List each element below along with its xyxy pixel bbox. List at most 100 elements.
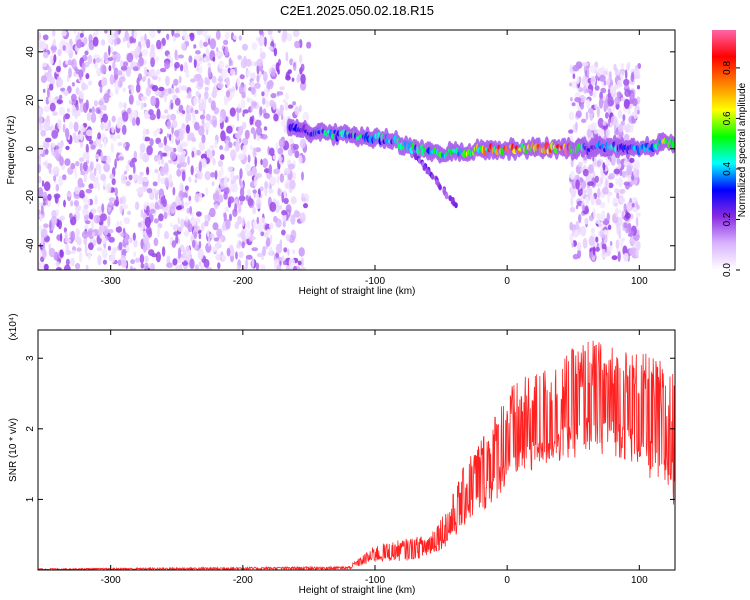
spectrogram-cell [171,120,178,129]
spectrogram-cell [631,203,635,208]
spectrogram-cell [57,76,61,81]
spectrogram-cell [600,166,604,178]
spectrogram-cell [259,47,263,53]
spectrogram-cell [241,216,245,227]
spectrogram-cell [246,96,250,103]
colorbar-ticks: 0.0 0.2 0.4 0.6 0.8 [722,61,740,277]
spectrogram-cell [190,218,197,226]
spectrogram-cell [276,91,284,96]
spectrogram-cell [133,239,138,248]
spectrogram-cell [204,121,210,130]
spectrogram-cell [277,111,284,116]
spectrogram-cell [125,180,131,187]
spectrogram-cell [273,168,280,175]
spectrogram-cell [569,170,575,180]
spectrogram-cell [243,84,247,93]
spectrogram-cell [118,241,123,251]
spectrogram-cell [75,205,82,212]
spectrogram-cell [298,155,303,165]
spectrogram-cell [142,135,146,141]
spectrogram-cell [615,178,619,186]
spectrogram-cell [93,58,96,64]
spectrogram-cell [42,88,46,93]
spectrogram-cell [184,185,189,191]
spectrogram-cell [606,77,611,87]
spectrogram-cell [588,215,594,222]
spectrogram-cell [193,231,198,239]
spectrogram-cell [212,56,216,62]
spectrogram-cell [430,173,435,180]
spectrogram-cell [614,188,620,194]
spectrogram-cell [193,44,197,49]
spectrogram-cell [599,201,606,209]
spectrogram-cell [596,106,600,118]
spectrogram-cell [284,183,291,189]
spectrogram-cell [43,201,46,206]
spectrogram-cell [128,174,133,181]
colorbar-tick-label: 0.2 [722,212,733,226]
spectrogram-cell [282,116,286,124]
spectrogram-cell [179,130,184,142]
spectrogram-cell [63,264,71,270]
spectrogram-y-tick-label: 40 [25,46,36,58]
spectrogram-cell [127,210,131,215]
spectrogram-cell [126,41,131,49]
spectrogram-cell [282,31,288,41]
spectrogram-cell [207,62,211,67]
spectrogram-cell [191,137,197,143]
spectrogram-cell [201,134,206,144]
spectrogram-cell [179,64,184,72]
spectrogram-cell [168,88,172,95]
spectrogram-cell [159,67,167,73]
snr-multiplier-label: (x10⁴) [8,313,19,340]
spectrogram-cell [581,61,589,67]
spectrogram-cell [142,243,147,253]
spectrogram-cell [236,111,240,122]
spectrogram-cell [283,167,291,175]
spectrogram-cell [161,37,166,47]
spectrogram-cell [43,122,50,132]
spectrogram-cell [572,253,579,260]
spectrogram-cell [438,184,442,191]
spectrogram-cell [143,136,151,142]
spectrogram-cell [60,87,66,92]
spectrogram-y-ticks: -40 -20 0 20 40 [25,46,675,253]
spectrogram-cell [302,111,310,123]
spectrogram-cell [125,244,131,252]
spectrogram-cell [107,88,111,99]
spectrogram-cell [193,97,197,106]
spectrogram-cell [88,211,94,220]
spectrogram-cell [88,242,94,251]
spectrogram-cell [585,111,589,121]
spectrogram-cell [256,74,260,83]
spectrogram-cell [618,230,622,240]
spectrogram-cell [244,229,251,240]
spectrogram-cell [236,265,240,270]
spectrogram-cell [152,181,158,187]
spectrogram-cell [86,129,93,137]
spectrogram-cell [575,204,579,210]
spectrogram-cell [629,180,637,185]
spectrogram-cell [225,219,231,230]
snr-panel: -300 -200 -100 0 100 1 2 3 Height of straight … [8,313,676,596]
spectrogram-cell [154,168,159,174]
spectrogram-cell [607,118,611,127]
spectrogram-cell [575,164,583,175]
spectrogram-cell [185,68,190,78]
spectrogram-cell [224,46,229,57]
spectrogram-cell [627,108,631,116]
spectrogram-cell [44,137,52,143]
spectrogram-cell [230,182,236,192]
spectrogram-cell [123,217,131,225]
spectrogram-cell [135,45,141,56]
spectrogram-cell [163,211,168,220]
spectrogram-cell [278,156,283,162]
spectrogram-cell [239,200,243,206]
spectrogram-cell [104,30,108,34]
spectrogram-cell [299,80,307,91]
spectrogram-cell [244,129,250,140]
spectrogram-cell [301,193,305,202]
spectrogram-cell [239,187,245,197]
spectrogram-y-tick-label: 20 [25,94,36,106]
